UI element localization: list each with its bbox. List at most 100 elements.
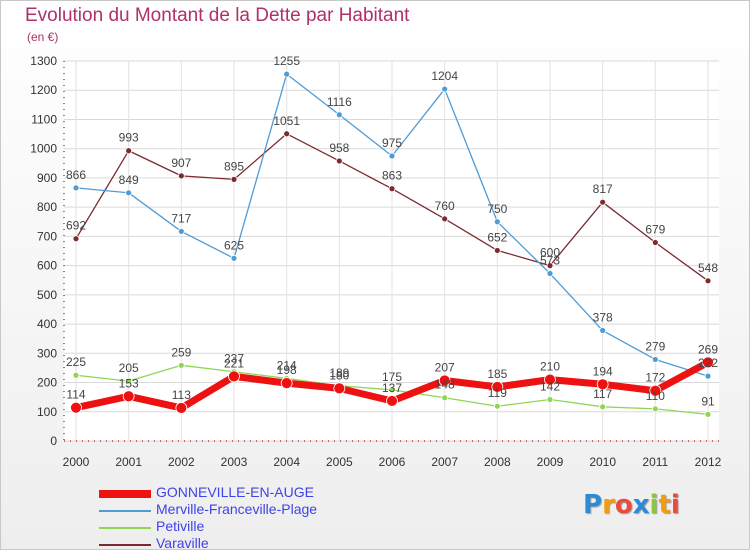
logo-letter: P (583, 490, 603, 520)
data-label: 548 (698, 261, 718, 275)
data-point (72, 184, 80, 192)
data-point (230, 254, 238, 262)
series-varaville (72, 130, 712, 285)
data-label: 113 (172, 388, 191, 402)
data-label: 225 (66, 355, 86, 369)
data-point (704, 372, 712, 380)
x-tick-label: 2009 (537, 455, 564, 469)
data-label: 863 (382, 169, 402, 183)
data-label: 175 (382, 370, 402, 384)
data-label: 600 (540, 246, 560, 260)
data-label: 717 (171, 211, 191, 225)
data-point (544, 373, 556, 386)
legend-label: Merville-Franceville-Plage (156, 501, 318, 517)
data-point (546, 262, 554, 270)
data-point (651, 239, 659, 246)
x-tick-label: 2011 (642, 455, 668, 469)
data-label: 148 (435, 378, 455, 392)
data-point (125, 377, 133, 385)
data-label: 866 (66, 168, 86, 182)
series-merville-franceville-plage (72, 70, 712, 380)
data-label: 849 (119, 173, 139, 187)
data-point (649, 384, 662, 397)
legend-swatch (99, 527, 151, 529)
data-point (493, 247, 501, 254)
series-petiville (72, 361, 712, 418)
data-point (335, 157, 343, 165)
data-point (333, 382, 346, 395)
logo-letter: t (658, 490, 671, 520)
data-label: 817 (593, 182, 613, 196)
x-tick-label: 2008 (484, 455, 511, 469)
data-point (125, 147, 133, 155)
x-tick-label: 2002 (168, 455, 195, 469)
data-label: 207 (435, 360, 455, 374)
data-point (441, 394, 449, 402)
logo-letter: x (632, 490, 650, 520)
legend-label: Varaville (156, 535, 209, 550)
data-label: 279 (645, 339, 665, 353)
y-tick-label: 1100 (31, 112, 57, 126)
x-tick-label: 2007 (431, 455, 458, 469)
data-label: 91 (701, 394, 715, 408)
y-tick-label: 900 (37, 171, 57, 185)
data-label: 1255 (273, 54, 300, 68)
data-label: 198 (277, 363, 297, 377)
data-point (177, 172, 185, 180)
y-tick-label: 800 (37, 200, 57, 214)
data-label: 237 (224, 352, 244, 366)
data-point (599, 403, 607, 411)
data-point (599, 327, 607, 334)
y-tick-label: 500 (37, 288, 57, 302)
x-tick-label: 2005 (326, 455, 353, 469)
data-label: 895 (224, 159, 244, 173)
legend-swatch (99, 490, 151, 498)
data-point (493, 218, 501, 226)
data-point (651, 405, 659, 413)
data-point (493, 402, 501, 410)
legend-swatch (99, 544, 151, 546)
data-point (704, 410, 712, 418)
data-label: 205 (119, 361, 139, 375)
y-tick-label: 1000 (30, 142, 57, 156)
data-label: 259 (171, 345, 191, 359)
x-tick-label: 2003 (221, 455, 248, 469)
data-point (70, 401, 82, 414)
data-point (122, 390, 135, 403)
data-point (702, 356, 714, 369)
data-point (546, 270, 554, 277)
data-point (441, 85, 449, 93)
data-label: 750 (487, 202, 507, 216)
data-label: 221 (224, 356, 244, 370)
y-tick-label: 400 (37, 317, 57, 331)
data-point (596, 378, 609, 391)
data-label: 114 (66, 388, 85, 402)
data-label: 760 (435, 199, 455, 213)
logo-letter: r (602, 490, 615, 520)
x-tick-label: 2001 (115, 455, 142, 469)
legend-swatch (99, 510, 151, 512)
data-point (546, 396, 554, 403)
proxiti-logo: Proxiti (583, 490, 680, 520)
data-label: 958 (329, 141, 349, 155)
data-label: 189 (329, 366, 349, 380)
y-tick-label: 1200 (30, 83, 57, 97)
data-point (704, 277, 712, 285)
data-point (388, 152, 396, 160)
x-tick-label: 2006 (379, 455, 406, 469)
data-point (438, 374, 451, 387)
data-label: 1116 (327, 95, 352, 109)
data-label: 110 (646, 389, 665, 403)
data-label: 153 (119, 376, 139, 390)
legend-label: Petiville (156, 518, 205, 534)
data-label: 269 (698, 342, 718, 356)
data-point (388, 185, 396, 193)
data-label: 117 (593, 387, 612, 401)
data-point (283, 130, 291, 138)
x-tick-label: 2010 (589, 455, 616, 469)
data-point (599, 198, 607, 206)
data-label: 1051 (273, 114, 300, 128)
y-tick-label: 300 (37, 346, 57, 360)
